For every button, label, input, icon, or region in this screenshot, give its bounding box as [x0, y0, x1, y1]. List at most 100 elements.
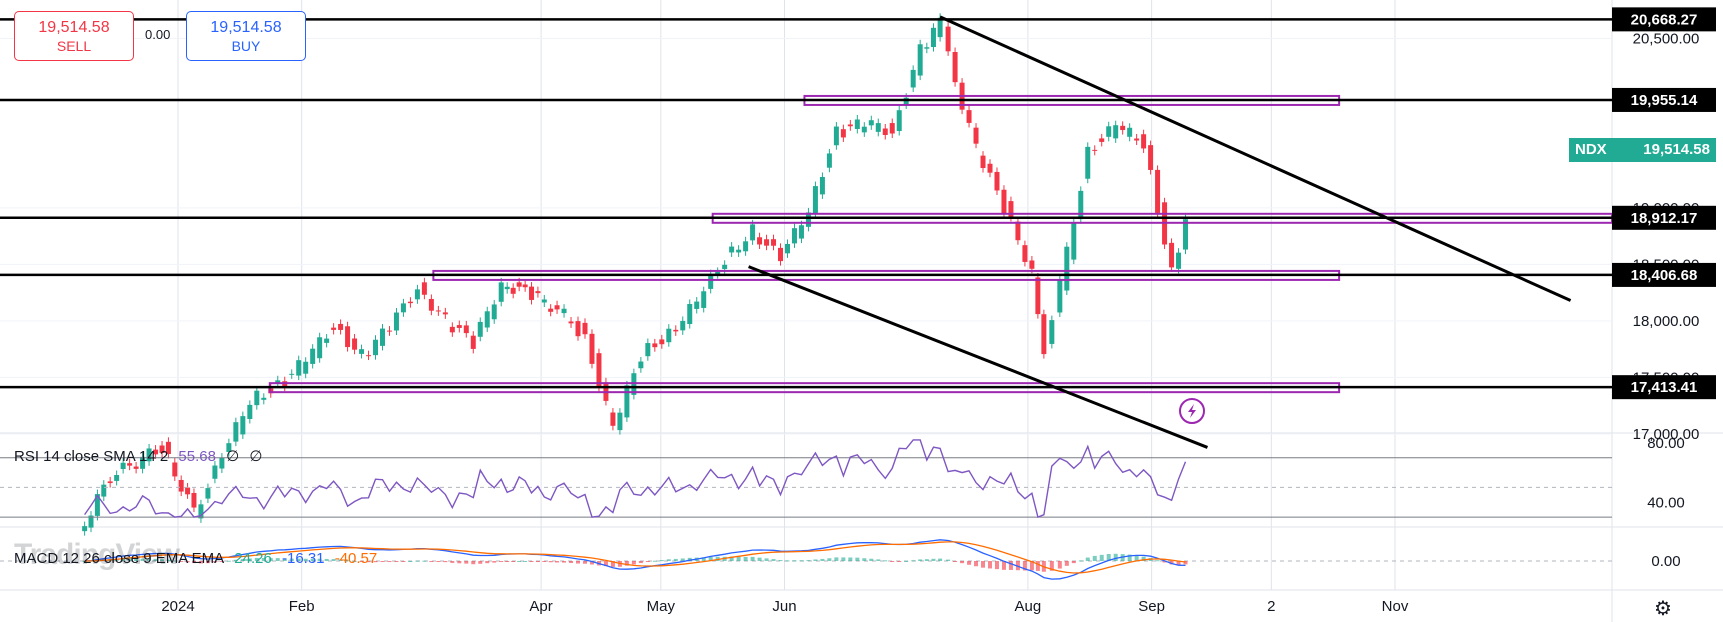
- macd-histogram-bar: [841, 557, 846, 561]
- candle-body: [165, 441, 171, 454]
- macd-histogram-bar: [505, 561, 510, 562]
- macd-histogram-bar: [523, 560, 528, 562]
- candle-body: [1141, 134, 1147, 149]
- trendline[interactable]: [939, 15, 1572, 302]
- candle-body: [1029, 260, 1035, 269]
- macd-histogram-bar: [582, 561, 587, 564]
- candle-body: [568, 321, 574, 324]
- candle-body: [750, 224, 756, 241]
- candle-body: [373, 339, 379, 356]
- macd-histogram-bar: [457, 561, 462, 564]
- macd-histogram-bar: [166, 559, 171, 561]
- macd-histogram-bar: [345, 560, 350, 562]
- sell-button[interactable]: 19,514.58 SELL: [14, 11, 134, 61]
- candle-body: [101, 484, 107, 497]
- candle-body: [133, 466, 139, 469]
- rsi-title: RSI 14 close SMA 14 2: [14, 448, 169, 465]
- candle-body: [1071, 222, 1077, 260]
- rsi-legend[interactable]: RSI 14 close SMA 14 2 55.68 ∅ ∅: [14, 447, 268, 465]
- macd-histogram-bar: [394, 561, 399, 562]
- x-tick-label: 2: [1267, 598, 1275, 615]
- candle-body: [421, 282, 427, 295]
- macd-histogram-bar: [897, 561, 902, 562]
- level-price-tag: [1612, 87, 1716, 112]
- macd-histogram-bar: [708, 556, 713, 561]
- candle-body: [757, 237, 763, 245]
- last-price-tag: NDX 19,514.58: [1569, 137, 1716, 162]
- macd-histogram-bar: [848, 557, 853, 561]
- candle-body: [296, 360, 302, 376]
- macd-histogram-bar: [994, 561, 999, 570]
- settings-gear-icon[interactable]: ⚙: [1654, 598, 1672, 620]
- candle-body: [861, 126, 867, 133]
- macd-histogram-bar: [555, 561, 560, 563]
- candle-body: [847, 124, 853, 127]
- candle-body: [233, 422, 239, 442]
- macd-histogram-bar: [974, 561, 979, 567]
- candle-body: [771, 239, 777, 246]
- macd-histogram-bar: [529, 561, 534, 562]
- candle-body: [261, 397, 267, 400]
- level-price-label: 20,668.27: [1631, 11, 1698, 28]
- candle-body: [680, 320, 686, 331]
- candle-body: [1113, 125, 1119, 139]
- macd-histogram-bar: [185, 561, 190, 563]
- macd-histogram-bar: [127, 558, 132, 561]
- macd-histogram-bar: [401, 561, 406, 562]
- macd-histogram-bar: [140, 558, 145, 561]
- symbol-label: NDX: [1575, 140, 1607, 158]
- macd-histogram-bar: [673, 558, 678, 561]
- macd-histogram-bar: [240, 559, 245, 561]
- macd-histogram-bar: [226, 560, 231, 562]
- x-tick-label: Jun: [772, 598, 796, 615]
- macd-histogram-bar: [813, 559, 818, 561]
- buy-button[interactable]: 19,514.58 BUY: [186, 11, 306, 61]
- level-price-tag: [1612, 205, 1716, 230]
- level-price-tag: [1612, 262, 1716, 287]
- macd-histogram-bar: [289, 558, 294, 561]
- macd-histogram-bar: [911, 560, 916, 562]
- candle-body: [973, 127, 979, 144]
- candle-body: [289, 373, 295, 375]
- sell-price: 19,514.58: [38, 19, 110, 36]
- level-price-tag: [1612, 375, 1716, 400]
- candle-body: [1099, 138, 1105, 142]
- candle-body: [798, 225, 804, 239]
- macd-histogram-bar: [666, 559, 671, 561]
- macd-histogram-bar: [687, 557, 692, 561]
- candle-body: [393, 312, 399, 331]
- macd-histogram-bar: [464, 561, 469, 564]
- candle-body: [736, 249, 742, 253]
- candle-body: [153, 449, 159, 455]
- candle-body: [589, 333, 595, 364]
- buy-label: BUY: [231, 38, 261, 54]
- candle-body: [924, 47, 930, 49]
- rsi-axis-label: 80.00: [1647, 435, 1685, 452]
- candle-body: [889, 123, 895, 134]
- candle-body: [303, 361, 309, 374]
- candle-body: [1176, 252, 1182, 269]
- macd-legend[interactable]: MACD 12 26 close 9 EMA EMA 24.26 -16.31 …: [14, 550, 383, 567]
- macd-histogram-bar: [366, 561, 371, 563]
- macd-histogram-bar: [931, 558, 936, 561]
- candle-body: [1001, 189, 1007, 215]
- level-price-tag: [1612, 7, 1716, 32]
- macd-hist-value: 24.26: [234, 550, 272, 567]
- trendline[interactable]: [748, 265, 1209, 449]
- candle-body: [456, 325, 462, 328]
- candle-body: [414, 289, 420, 300]
- candle-body: [219, 457, 225, 469]
- candle-body: [516, 282, 522, 287]
- level-price-label: 18,912.17: [1631, 210, 1698, 227]
- candle-body: [930, 27, 936, 48]
- macd-histogram-bar: [1015, 561, 1020, 571]
- candle-body: [178, 479, 184, 492]
- candle-body: [882, 128, 888, 136]
- candle-body: [1183, 219, 1189, 250]
- candle-body: [652, 343, 658, 348]
- candle-body: [400, 303, 406, 313]
- macd-histogram-bar: [771, 559, 776, 561]
- macd-histogram-bar: [134, 558, 139, 561]
- candle-body: [764, 239, 770, 246]
